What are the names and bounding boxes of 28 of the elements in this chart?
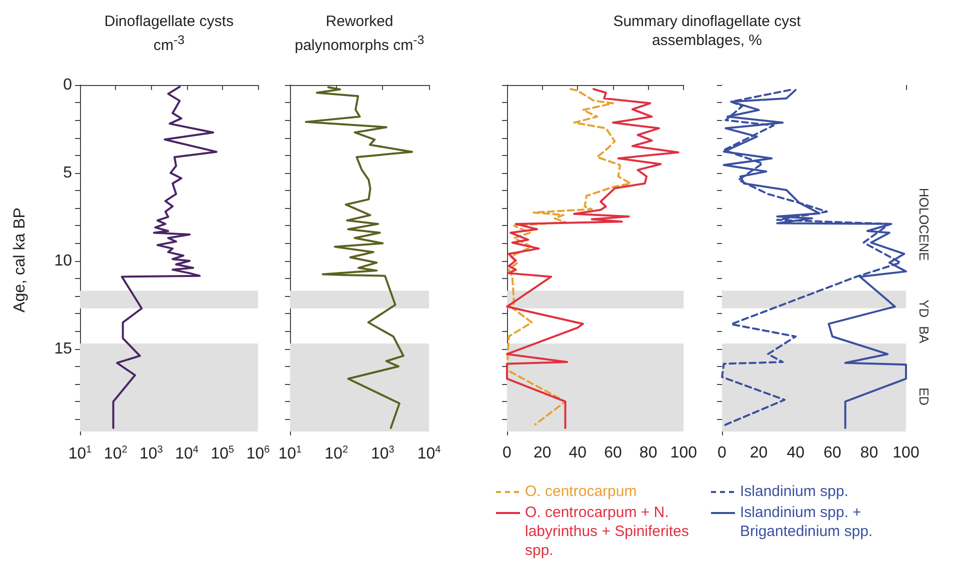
x-tick-label: 60	[604, 444, 622, 462]
x-tick-label: 100	[892, 444, 920, 462]
legend-label: O. centrocarpum	[525, 482, 637, 501]
band-label: BA	[916, 326, 932, 344]
y-tick-label: 5	[63, 164, 72, 182]
x-tick-label: 0	[502, 444, 512, 462]
band-label: ED	[916, 388, 932, 406]
chart-title: Dinoflagellate cysts cm$^{-3}$	[104, 12, 234, 55]
y-tick-label: 15	[54, 340, 72, 358]
x-tick-label: 100	[670, 444, 698, 462]
y-axis-title: Age, cal ka BP	[12, 208, 28, 312]
band-label: YD	[916, 300, 932, 318]
x-tick-label: 0	[718, 444, 727, 462]
x-tick-label: 40	[786, 444, 805, 462]
x-tick-label: 60	[824, 444, 842, 462]
y-tick-label: 10	[54, 252, 72, 270]
legend-label: O. centrocarpum + N. labyrinthus + Spiniferites spp.	[525, 503, 690, 560]
band-label: HOLOCENE	[916, 188, 932, 262]
legend-label: Islandinium spp. + Brigantedinium spp.	[740, 503, 874, 541]
x-tick-label: 40	[568, 444, 587, 462]
x-tick-label: 80	[860, 444, 878, 462]
x-tick-label: 20	[533, 444, 552, 462]
x-tick-label: 80	[639, 444, 658, 462]
legend-label: Islandinium spp.	[740, 482, 848, 501]
chart-title: Summary dinoflagellate cyst assemblages, %	[612, 12, 802, 50]
y-tick-label: 0	[63, 76, 72, 94]
x-tick-label: 20	[750, 444, 768, 462]
chart-title: Reworked palynomorphs cm$^{-3}$	[294, 12, 426, 55]
